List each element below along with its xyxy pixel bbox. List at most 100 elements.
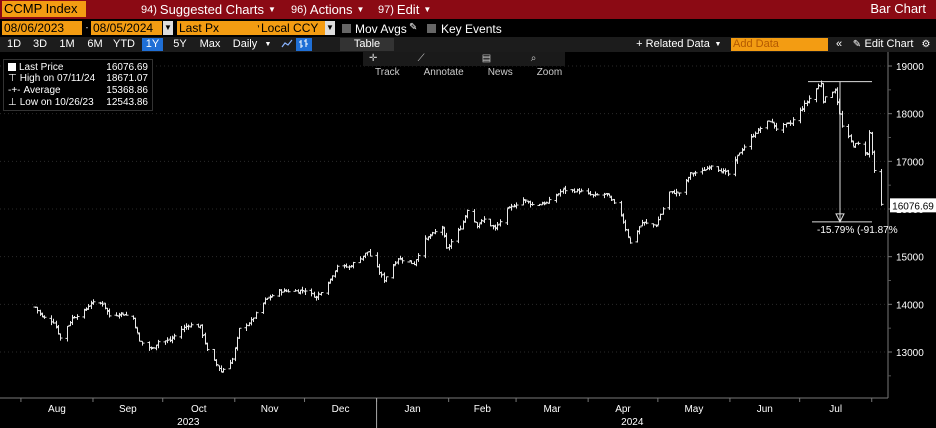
price-bar xyxy=(38,309,43,316)
caret-down-icon[interactable]: ▼ xyxy=(264,41,272,48)
price-bar xyxy=(221,368,226,373)
price-bar xyxy=(416,253,421,262)
price-bar xyxy=(156,339,161,349)
related-data-button[interactable]: + Related Data xyxy=(636,38,710,50)
legend-high: ⊤ High on 07/11/24 xyxy=(8,73,95,84)
add-data-input[interactable]: Add Data xyxy=(731,38,828,51)
price-bar xyxy=(751,133,756,138)
price-bar xyxy=(509,203,514,211)
price-bar xyxy=(677,192,682,197)
price-bar xyxy=(165,337,170,344)
price-bar xyxy=(475,222,480,229)
range-5y[interactable]: 5Y xyxy=(173,38,187,50)
price-bar xyxy=(514,202,519,209)
currency-select[interactable]: Local CCY xyxy=(259,21,325,35)
price-bar xyxy=(49,315,54,326)
price-bars xyxy=(33,80,884,373)
range-ytd[interactable]: YTD xyxy=(113,38,135,50)
collapse-icon[interactable]: « xyxy=(835,38,843,50)
price-bar xyxy=(326,281,331,295)
price-bar xyxy=(347,265,352,271)
legend-high-label: High on 07/11/24 xyxy=(19,73,96,84)
range-1d[interactable]: 1D xyxy=(6,38,22,50)
price-bar xyxy=(114,312,119,317)
ticker-field[interactable]: CCMP Index xyxy=(2,1,86,17)
price-bar xyxy=(54,320,59,329)
zoom-tool[interactable]: ⌕ Zoom xyxy=(530,53,563,78)
actions-menu[interactable]: 96) Actions ▼ xyxy=(291,0,364,19)
track-tool[interactable]: ✛ Track xyxy=(369,53,400,78)
price-bar xyxy=(846,124,851,139)
caret-down-icon[interactable]: ▼ xyxy=(714,41,722,48)
price-field-select[interactable]: Last Px xyxy=(177,21,255,35)
price-bar xyxy=(309,288,314,297)
price-bar xyxy=(400,257,405,264)
price-bar xyxy=(547,196,552,204)
key-events-label[interactable]: Key Events xyxy=(441,22,502,36)
price-bar xyxy=(300,286,305,294)
range-3d[interactable]: 3D xyxy=(32,38,48,50)
price-bar xyxy=(335,264,340,273)
start-date-field[interactable]: 08/06/2023 xyxy=(2,21,82,35)
period-select[interactable]: Daily xyxy=(232,38,258,50)
price-chart[interactable]: 13000140001500016000170001800019000 AugS… xyxy=(0,52,936,428)
legend-low-label: Low on 10/26/23 xyxy=(19,97,94,108)
price-bar xyxy=(214,359,219,367)
price-bar xyxy=(602,192,607,199)
price-bar xyxy=(521,197,526,206)
edit-menu[interactable]: 97) Edit ▼ xyxy=(378,0,431,19)
range-1m[interactable]: 1M xyxy=(59,38,75,50)
price-bar xyxy=(737,152,742,156)
x-month-label: Jul xyxy=(829,404,842,415)
suggested-charts-menu[interactable]: 94) Suggested Charts ▼ xyxy=(141,0,276,19)
price-bar xyxy=(270,294,275,298)
price-bar xyxy=(709,165,714,171)
annotate-tool[interactable]: ⟋ Annotate xyxy=(417,53,464,78)
end-date-dropdown[interactable]: ▼ xyxy=(163,21,173,35)
price-bar xyxy=(70,314,75,325)
price-bar xyxy=(433,228,438,235)
news-tool[interactable]: ▤ News xyxy=(481,53,513,78)
price-bar xyxy=(805,100,810,107)
x-month-label: Apr xyxy=(615,404,631,415)
price-bar xyxy=(316,291,321,301)
x-month-label: Jan xyxy=(405,404,421,415)
price-bar xyxy=(135,327,140,334)
price-bar xyxy=(637,226,642,235)
range-max[interactable]: Max xyxy=(199,38,221,50)
price-bar xyxy=(626,228,631,238)
price-bar xyxy=(770,118,775,123)
price-bar xyxy=(823,96,828,103)
price-bar xyxy=(667,191,672,210)
price-bar xyxy=(319,292,324,296)
date-separator: - xyxy=(84,21,90,35)
bar-chart-icon[interactable] xyxy=(296,38,312,51)
x-month-label: Feb xyxy=(474,404,492,415)
price-bar xyxy=(286,289,291,293)
x-axis: Aug Sep Oct Nov Dec Jan Feb Mar Apr May Jun Jul 2023… xyxy=(0,397,888,428)
price-bar xyxy=(554,193,559,203)
caret-down-icon: ▼ xyxy=(423,5,432,14)
price-bar xyxy=(303,288,308,296)
range-6m[interactable]: 6M xyxy=(87,38,103,50)
edit-chart-button[interactable]: Edit Chart xyxy=(864,38,914,50)
line-chart-icon[interactable] xyxy=(280,38,294,51)
settings-icon[interactable]: ⚙ xyxy=(921,39,931,50)
price-bar xyxy=(595,193,600,196)
price-bar xyxy=(333,270,338,278)
price-bar xyxy=(365,251,370,256)
mov-avgs-label[interactable]: Mov Avgs xyxy=(355,22,407,36)
last-price-tag-label: 16076.69 xyxy=(892,201,934,212)
currency-dropdown[interactable]: ▼ xyxy=(325,21,335,35)
price-bar xyxy=(802,100,807,113)
mov-avgs-checkbox[interactable] xyxy=(342,24,351,33)
end-date-field[interactable]: 08/05/2024 xyxy=(91,21,162,35)
price-bar xyxy=(791,117,796,126)
key-events-checkbox[interactable] xyxy=(427,24,436,33)
price-bar xyxy=(505,208,510,225)
x-month-label: Nov xyxy=(261,404,279,415)
pencil-icon[interactable]: ✎ xyxy=(409,22,418,33)
table-button[interactable]: Table xyxy=(340,38,394,51)
range-1y[interactable]: 1Y xyxy=(142,38,163,51)
pencil-icon[interactable]: ✎ xyxy=(852,39,862,50)
